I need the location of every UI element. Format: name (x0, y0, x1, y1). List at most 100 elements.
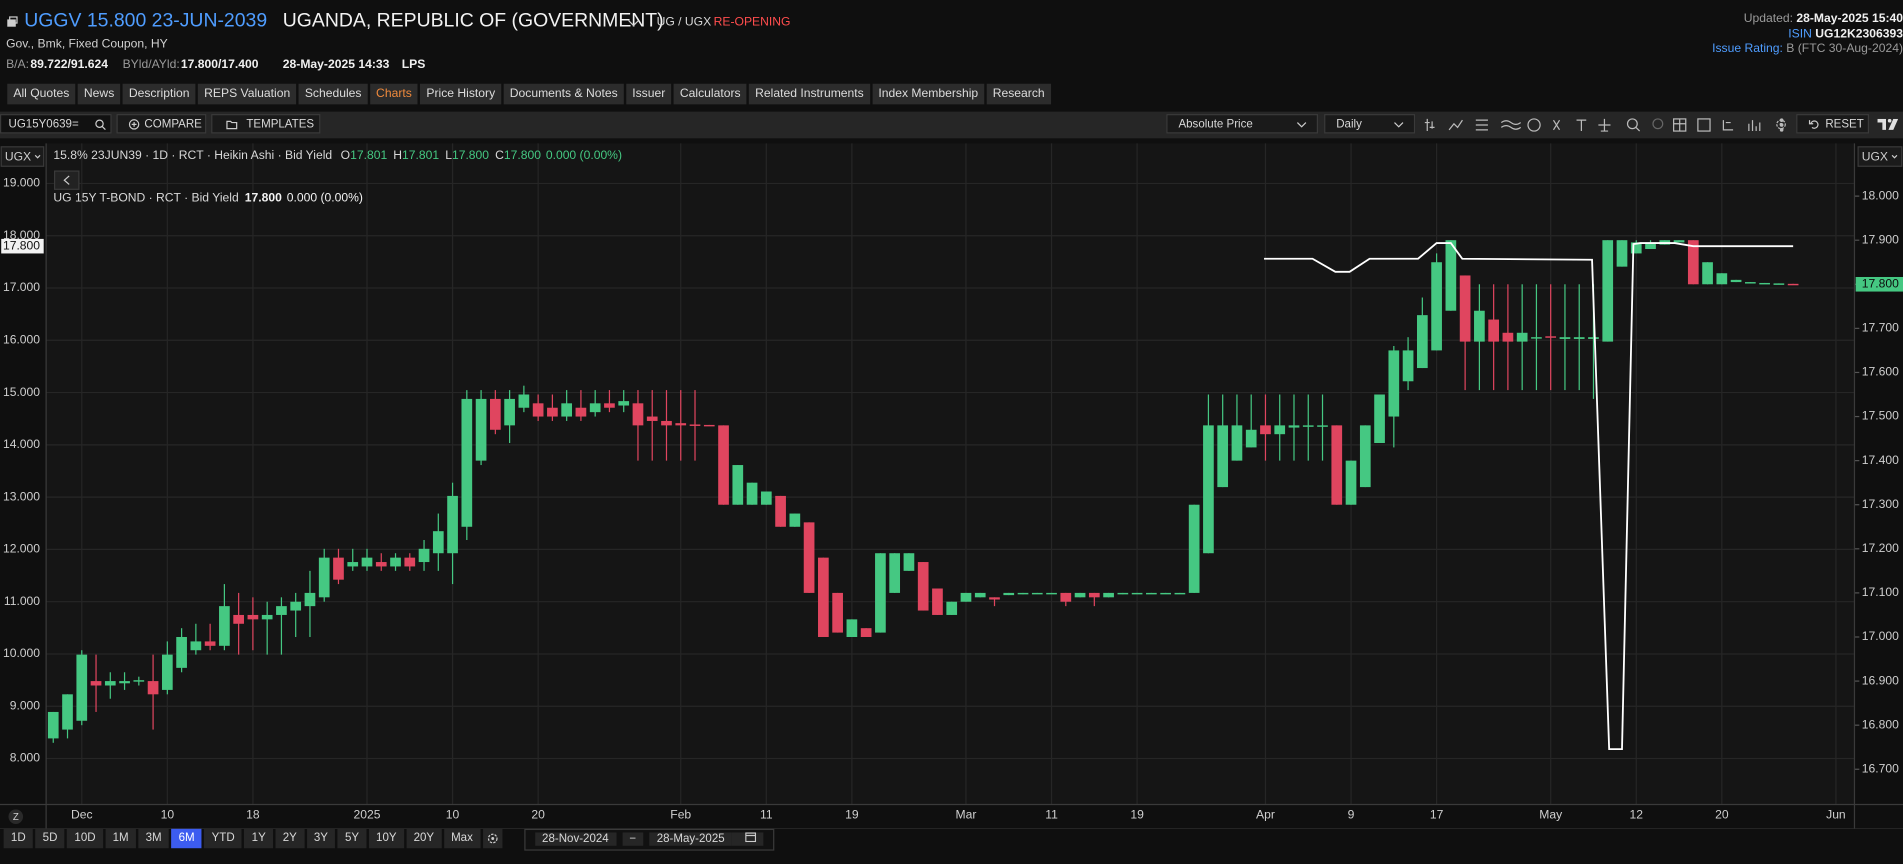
tab[interactable]: Issuer (626, 83, 672, 105)
candle-body (1031, 592, 1043, 595)
range-button[interactable]: 3Y (306, 828, 336, 849)
calendar-icon (731, 832, 764, 846)
candle-body (775, 495, 786, 527)
candle-body (1388, 350, 1400, 417)
candle-body (604, 403, 615, 408)
rating-row: Issue Rating: B (FTC 30-Aug-2024) (1712, 42, 1903, 57)
toolbar: UG15Y0639= COMPARE TEMPLATES Absolute Pr… (0, 111, 1903, 139)
interval-select[interactable]: Daily (1324, 114, 1416, 134)
candle-body (1046, 592, 1057, 595)
tab[interactable]: Schedules (298, 83, 368, 105)
range-button[interactable]: 20Y (406, 828, 442, 849)
tab[interactable]: Description (122, 83, 196, 105)
interval: Daily (1336, 117, 1362, 132)
issuer-dropdown[interactable] (627, 18, 639, 28)
tab[interactable]: Index Membership (872, 83, 985, 105)
candle-body (1730, 279, 1742, 283)
x-tick-label: 10 (446, 808, 460, 822)
candle-body (875, 553, 886, 633)
y-tick-label: 11.000 (4, 594, 40, 608)
legend-line: UG 15Y T-BOND · RCT · Bid Yield 17.800 0.0… (53, 191, 363, 205)
range-button[interactable]: 1D (3, 828, 33, 849)
folder-icon (226, 120, 238, 130)
candle-body (1103, 592, 1114, 598)
candle-body (475, 398, 487, 461)
tab[interactable]: News (77, 83, 121, 105)
updated-label: Updated: (1743, 12, 1794, 26)
range-button[interactable]: 2Y (275, 828, 305, 849)
range-button[interactable]: 3M (138, 828, 169, 849)
tool-icons[interactable] (1422, 116, 1792, 133)
candle-body (47, 711, 59, 739)
candle-body (1545, 336, 1557, 338)
candle-body (261, 614, 273, 620)
templates-button[interactable]: TEMPLATES (211, 114, 321, 134)
candle-body (76, 654, 88, 721)
y2-tick-label: 18.000 (1862, 188, 1899, 202)
bid-yield-line (1264, 242, 1794, 751)
x-tick-label: 19 (845, 808, 859, 822)
rating-label: Issue Rating: (1712, 42, 1783, 56)
range-button[interactable]: 5Y (337, 828, 367, 849)
range-button[interactable]: 6M (171, 828, 202, 849)
range-button[interactable]: 5D (35, 828, 65, 849)
tab[interactable]: REPS Valuation (198, 83, 297, 105)
candle-body (276, 606, 287, 615)
settings-icon[interactable] (1774, 118, 1787, 131)
candle-body (219, 606, 230, 646)
x-tick-label: 17 (1430, 808, 1444, 822)
candle-body (1787, 283, 1799, 286)
range-button[interactable]: Max (443, 828, 481, 849)
candle-body (1687, 240, 1699, 285)
date-from: 28-Nov-2024 (534, 832, 616, 846)
candle-body (561, 403, 573, 417)
tab[interactable]: Research (986, 83, 1051, 105)
y-tick-label: 8.000 (10, 751, 41, 765)
candle-body (1773, 283, 1785, 285)
range-settings[interactable] (482, 828, 502, 849)
candle-body (190, 641, 202, 651)
issuer[interactable]: UGANDA, REPUBLIC OF (GOVERNMENT) (282, 10, 664, 32)
range-button[interactable]: 10D (67, 828, 103, 849)
tab[interactable]: Charts (369, 83, 418, 105)
candle-body (1630, 242, 1642, 254)
x-tick-label: Dec (71, 808, 93, 822)
candle-body (1488, 319, 1499, 342)
tab[interactable]: Calculators (673, 83, 747, 105)
ohlc-value: 17.801 (402, 148, 439, 162)
candle-body (1588, 337, 1599, 339)
candle-body (689, 424, 701, 426)
candle-body (732, 465, 744, 505)
tab[interactable]: Documents & Notes (503, 83, 624, 105)
price-type-select[interactable]: Absolute Price (1166, 114, 1319, 134)
y2-tick-label: 17.300 (1862, 497, 1899, 511)
zoom: Z (13, 812, 19, 823)
date-range[interactable]: 28-Nov-2024−28-May-2025 (523, 828, 775, 851)
candle-body (646, 416, 658, 421)
tab[interactable]: Related Instruments (749, 83, 870, 105)
candle-body (960, 592, 972, 602)
candle-body (62, 694, 73, 730)
y2-tick-label: 17.000 (1862, 629, 1899, 643)
tab[interactable]: All Quotes (7, 83, 76, 105)
candle-body (104, 681, 116, 686)
tab[interactable]: Price History (420, 83, 502, 105)
ric-input[interactable]: UG15Y0639= (0, 114, 112, 134)
candle-body (504, 398, 515, 426)
candle-body (1716, 273, 1728, 285)
candle-body (461, 398, 473, 527)
x-tick-label: 10 (161, 808, 175, 822)
range-button[interactable]: 1M (105, 828, 136, 849)
tv-logo (1877, 118, 1899, 130)
source: LPS (401, 58, 426, 72)
range-button[interactable]: 10Y (368, 828, 404, 849)
candle-body (618, 401, 630, 406)
candle-body (1274, 425, 1286, 435)
reset-button[interactable]: RESET (1796, 114, 1870, 134)
byld-label: BYld/AYld: (122, 58, 180, 72)
x-tick-label: 11 (760, 808, 773, 822)
range-button[interactable]: YTD (204, 828, 242, 849)
compare-button[interactable]: COMPARE (116, 114, 207, 134)
range-button[interactable]: 1Y (244, 828, 274, 849)
candle-body (789, 513, 801, 527)
